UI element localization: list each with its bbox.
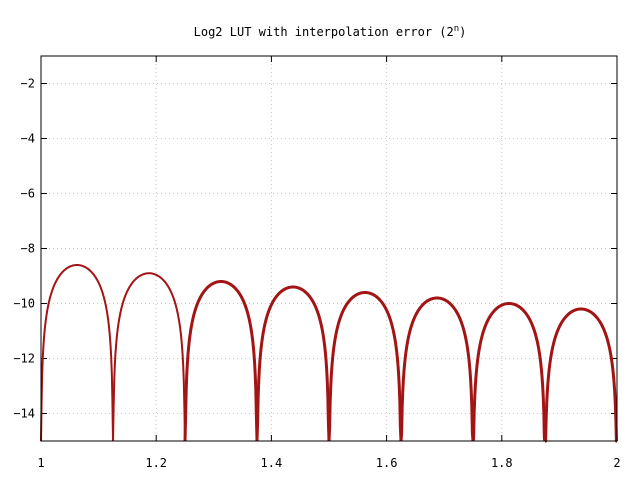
y-axis: −2 −4 −6 −8 −10 −12 −14 bbox=[13, 77, 617, 421]
x-tick-label: 1.6 bbox=[376, 456, 398, 470]
y-tick-label: −4 bbox=[21, 132, 35, 146]
y-tick-label: −10 bbox=[13, 297, 35, 311]
series-segment bbox=[40, 264, 114, 442]
title-superscript: n bbox=[454, 24, 459, 34]
x-tick-label: 1 bbox=[37, 456, 44, 470]
series-segment bbox=[399, 296, 475, 442]
y-tick-label: −2 bbox=[21, 77, 35, 91]
series-segment bbox=[544, 307, 618, 443]
x-tick-label: 2 bbox=[613, 456, 620, 470]
series-segment bbox=[255, 285, 331, 442]
y-tick-label: −14 bbox=[13, 407, 35, 421]
series-segment bbox=[183, 280, 259, 442]
x-tick-label: 1.2 bbox=[145, 456, 167, 470]
series-segment bbox=[327, 291, 403, 442]
grid bbox=[41, 56, 617, 441]
y-tick-label: −12 bbox=[13, 352, 35, 366]
chart-title: Log2 LUT with interpolation error (2n) bbox=[194, 24, 467, 39]
series-group bbox=[40, 264, 618, 443]
x-tick-label: 1.8 bbox=[491, 456, 513, 470]
series-segment bbox=[112, 272, 186, 442]
series-segment bbox=[471, 302, 547, 442]
y-tick-label: −6 bbox=[21, 187, 35, 201]
y-tick-label: −8 bbox=[21, 242, 35, 256]
x-tick-label: 1.4 bbox=[261, 456, 283, 470]
plot-border bbox=[40, 55, 618, 442]
